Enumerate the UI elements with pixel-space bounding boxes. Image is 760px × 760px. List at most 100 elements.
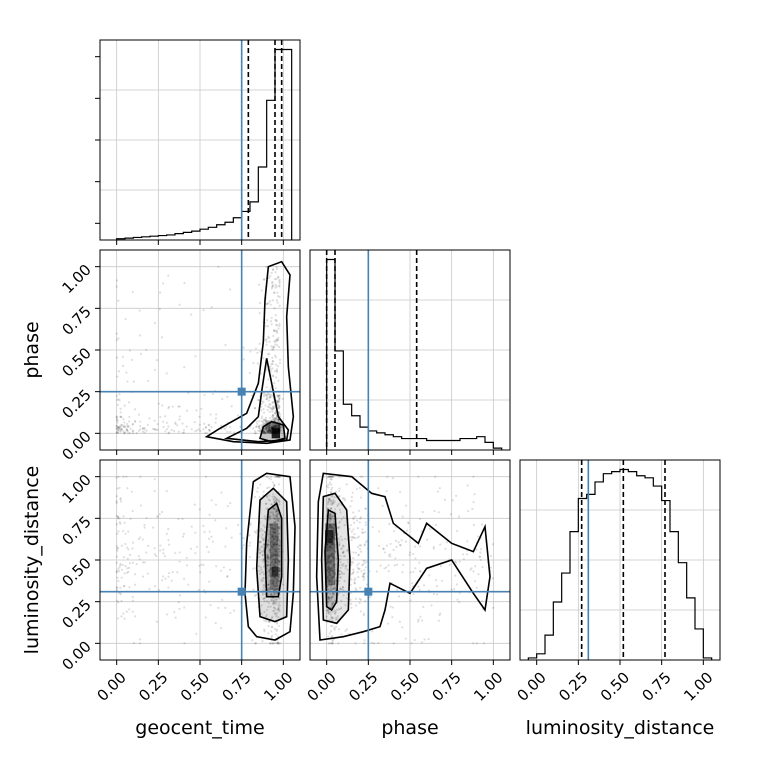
sample-point — [208, 537, 211, 540]
sample-point — [326, 554, 329, 558]
sample-point — [328, 497, 331, 500]
sample-point — [358, 567, 361, 570]
sample-point — [273, 542, 276, 545]
sample-point — [329, 596, 332, 599]
sample-point — [267, 429, 271, 432]
x-ticks-phase-hist — [326, 450, 494, 455]
sample-point — [275, 363, 278, 366]
y-tick-label: 0.50 — [58, 344, 94, 380]
sample-point — [203, 530, 206, 534]
sample-point — [326, 543, 329, 547]
sample-point — [267, 583, 270, 586]
sample-point — [329, 475, 332, 478]
sample-point — [253, 432, 256, 435]
sample-point — [207, 550, 210, 554]
sample-point — [117, 370, 121, 373]
sample-point — [260, 289, 263, 292]
sample-point — [265, 426, 268, 429]
sample-point — [350, 530, 353, 533]
sample-point — [327, 543, 330, 546]
sample-point — [116, 617, 120, 620]
sample-point — [171, 405, 174, 408]
sample-point — [271, 426, 274, 429]
sample-point — [347, 558, 350, 561]
sample-point — [370, 641, 373, 644]
sample-point — [153, 547, 156, 550]
sample-point — [273, 576, 276, 580]
sample-point — [276, 365, 280, 368]
sample-point — [327, 560, 330, 563]
sample-point — [263, 630, 266, 633]
sample-point — [334, 508, 337, 511]
sample-point — [274, 612, 277, 615]
sample-point — [270, 428, 273, 431]
sample-point — [277, 499, 280, 503]
sample-point — [272, 580, 276, 583]
sample-point — [220, 491, 223, 494]
sample-point — [276, 598, 279, 601]
sample-point — [330, 569, 333, 572]
sample-point — [266, 302, 269, 306]
contour-line — [204, 260, 295, 445]
sample-point — [203, 422, 206, 425]
sample-point — [155, 620, 159, 623]
sample-point — [269, 320, 273, 323]
sample-point — [269, 429, 272, 432]
sample-point — [134, 420, 137, 424]
sample-point — [271, 374, 274, 377]
sample-point — [358, 486, 362, 490]
sample-point — [214, 421, 217, 424]
sample-point — [339, 576, 342, 579]
sample-point — [272, 346, 275, 350]
sample-point — [329, 516, 332, 519]
sample-point — [349, 505, 352, 508]
sample-point — [198, 508, 201, 511]
sample-point — [262, 392, 265, 395]
sample-point — [158, 307, 161, 311]
sample-point — [120, 415, 123, 419]
sample-point — [263, 431, 266, 434]
sample-point — [327, 573, 330, 576]
sample-point — [329, 499, 332, 502]
sample-point — [161, 404, 164, 407]
sample-point — [333, 612, 337, 615]
sample-point — [270, 271, 273, 275]
sample-point — [278, 398, 281, 401]
sample-point — [130, 358, 134, 362]
sample-point — [138, 309, 141, 312]
sample-point — [267, 539, 270, 542]
sample-point — [337, 628, 341, 631]
sample-point — [260, 527, 263, 531]
sample-point — [353, 579, 356, 582]
sample-point — [414, 567, 417, 570]
sample-point — [118, 399, 121, 402]
sample-point — [168, 543, 171, 546]
sample-point — [270, 544, 273, 547]
sample-point — [116, 549, 119, 552]
sample-point — [165, 532, 168, 535]
sample-point — [271, 539, 274, 542]
sample-point — [261, 593, 264, 596]
sample-point — [277, 518, 280, 521]
sample-point — [261, 529, 264, 532]
density-cell — [325, 551, 335, 585]
sample-point — [432, 545, 435, 549]
sample-point — [259, 350, 262, 353]
sample-point — [115, 279, 119, 282]
sample-point — [274, 525, 277, 528]
sample-point — [277, 560, 280, 563]
sample-point — [276, 516, 279, 519]
sample-point — [128, 553, 132, 557]
sample-point — [275, 629, 278, 632]
sample-point — [182, 428, 186, 432]
sample-point — [277, 275, 280, 279]
sample-point — [359, 517, 362, 520]
sample-point — [273, 291, 276, 295]
sample-point — [272, 493, 275, 496]
sample-point — [277, 530, 280, 533]
sample-point — [335, 557, 338, 560]
sample-point — [276, 395, 279, 398]
sample-point — [275, 581, 278, 584]
sample-point — [392, 548, 395, 551]
sample-point — [254, 642, 258, 645]
